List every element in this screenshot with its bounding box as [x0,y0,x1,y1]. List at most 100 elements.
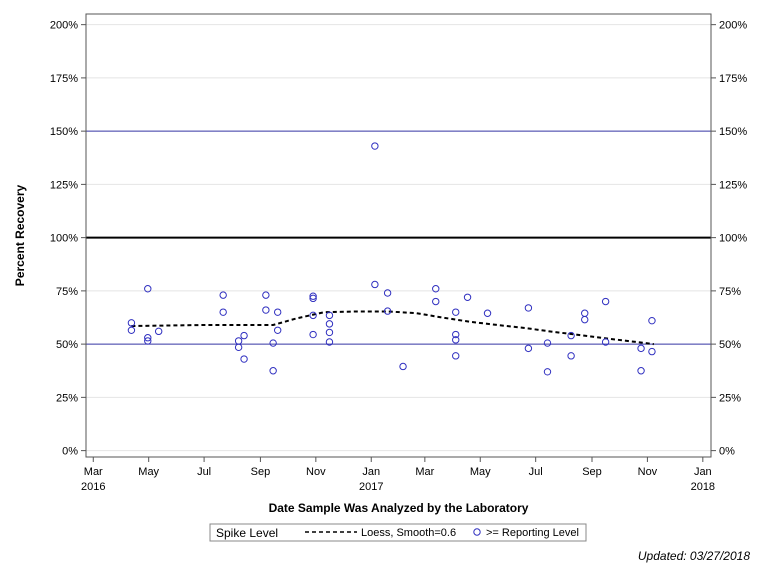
data-point [127,319,136,327]
data-point [452,336,460,344]
y-axis-right: 0% 25% 50% 75% 100% 125% 150% 175% 200% [711,20,747,458]
data-point [234,337,243,345]
data-point [234,343,243,352]
data-point [309,294,317,303]
legend: Spike Level Loess, Smooth=0.6 >= Reporti… [209,523,587,542]
data-point [325,320,334,328]
data-point [309,311,317,320]
x-tick-label: Nov [306,466,326,478]
x-axis: Mar 2016 May Jul Sep Nov Jan 2017 Mar May Jul Sep No… [81,457,715,493]
data-point [269,367,277,375]
y-tick-label-right: 75% [719,286,741,298]
legend-title: Spike Level [216,526,278,540]
data-point [452,330,460,339]
data-point [371,142,379,150]
y-tick-label: 125% [50,179,78,191]
data-point [543,339,552,347]
y-axis-title: Percent Recovery [13,184,27,286]
data-point [567,352,575,360]
data-point [273,308,282,316]
legend-label-reporting-level: >= Reporting Level [486,527,579,539]
data-point [581,309,589,317]
x-tick-label: Jan [694,466,712,478]
data-point [581,315,589,324]
data-point [601,297,610,306]
y-axis-left: 0% 25% 50% 75% 100% 125% 150% 175% 200% [50,20,86,458]
y-tick-label-right: 0% [719,446,735,458]
data-point [144,337,152,345]
x-tick-year-label: 2017 [359,481,383,493]
data-point [219,291,227,299]
data-point [383,289,392,297]
data-point [432,297,440,306]
y-tick-label: 50% [56,339,78,351]
data-point [309,330,317,339]
data-point [273,326,282,334]
data-point [524,344,533,353]
y-tick-label: 100% [50,233,78,245]
x-tick-label: Jul [529,466,543,478]
data-point [144,334,152,342]
data-point [567,331,575,340]
y-tick-label-right: 150% [719,126,747,138]
y-tick-label: 175% [50,73,78,85]
y-tick-label: 0% [62,446,78,458]
data-point [325,328,334,337]
data-point [452,308,460,316]
legend-box [209,523,587,542]
data-point [524,304,533,312]
x-tick-label: May [138,466,159,478]
data-point [309,292,317,300]
y-tick-label-right: 200% [719,20,747,32]
y-tick-label: 75% [56,286,78,298]
y-tick-label-right: 100% [719,233,747,245]
data-point [262,306,270,314]
data-point [452,352,460,360]
updated-timestamp: Updated: 03/27/2018 [637,549,750,563]
data-point [127,326,136,334]
data-point [601,338,610,346]
data-point [144,285,152,293]
data-point [648,316,656,325]
x-tick-label: Nov [638,466,658,478]
x-tick-label: Sep [582,466,602,478]
y-tick-label-right: 175% [719,73,747,85]
data-point [219,308,227,316]
y-tick-label: 25% [56,392,78,404]
x-tick-label: Jan [362,466,380,478]
data-point [463,293,472,301]
x-tick-year-label: 2018 [691,481,715,493]
plot-frame [85,13,712,458]
x-tick-label: Mar [415,466,434,478]
data-point [154,327,163,336]
data-point [383,307,392,315]
legend-label-loess: Loess, Smooth=0.6 [361,527,456,539]
x-tick-label: Jul [197,466,211,478]
x-tick-year-label: 2016 [81,481,105,493]
data-point [325,338,334,346]
x-axis-title: Date Sample Was Analyzed by the Laborato… [269,501,529,515]
data-point [269,339,277,347]
legend-reporting-level-swatch [473,528,481,536]
data-point [262,291,270,299]
data-point [399,362,407,371]
data-point [240,355,248,363]
x-tick-label: Sep [251,466,271,478]
y-tick-label: 200% [50,20,78,32]
data-point [483,309,492,317]
reference-lines [86,130,711,345]
data-point [240,331,248,340]
x-tick-label: May [470,466,491,478]
data-point [325,311,334,320]
data-point [371,280,379,289]
y-tick-label-right: 50% [719,339,741,351]
x-tick-label: Mar [84,466,103,478]
data-point [637,344,645,353]
data-point [432,285,440,293]
loess-line [131,310,654,346]
data-point [637,367,645,375]
y-tick-label: 150% [50,126,78,138]
data-point [543,368,552,376]
y-tick-label-right: 25% [719,392,741,404]
